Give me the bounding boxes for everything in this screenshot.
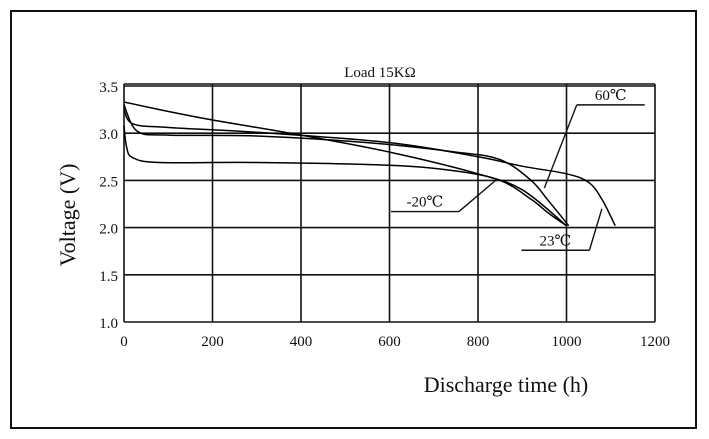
x-tick-label: 0	[120, 334, 128, 350]
tick-labels: 0 200 400 600 800 1000 1200 1.0 1.5 2.0 2.5 3.0 3.5	[99, 80, 670, 350]
series-layer	[123, 101, 616, 227]
x-axis-label: Discharge time (h)	[424, 372, 589, 397]
annotation-label: -20℃	[407, 195, 444, 211]
annotation-label: 23℃	[540, 233, 572, 249]
series-line-2	[123, 125, 567, 227]
x-tick-label: 1000	[552, 334, 582, 350]
chart-title: Load 15KΩ	[344, 65, 416, 81]
x-tick-label: 200	[201, 334, 224, 350]
series-line-3	[123, 104, 570, 227]
y-tick-label: 2.0	[99, 222, 118, 238]
y-tick-label: 2.5	[99, 174, 118, 190]
annotation-label: 60℃	[595, 88, 627, 104]
x-tick-label: 400	[290, 334, 313, 350]
annotations-layer: 60℃ -20℃ 23℃	[390, 88, 645, 251]
series-line-0	[123, 101, 567, 227]
x-tick-label: 800	[467, 334, 490, 350]
x-tick-label: 1200	[640, 334, 670, 350]
y-tick-label: 1.5	[99, 269, 118, 285]
annotation-leader	[458, 179, 497, 213]
annotation-leader	[543, 104, 578, 189]
y-tick-label: 3.5	[99, 80, 118, 96]
y-axis-label: Voltage (V)	[55, 164, 80, 267]
grid	[123, 83, 656, 323]
x-tick-label: 600	[378, 334, 401, 350]
y-tick-label: 1.0	[99, 316, 118, 332]
annotation-leader	[588, 208, 603, 251]
y-tick-label: 3.0	[99, 127, 118, 143]
